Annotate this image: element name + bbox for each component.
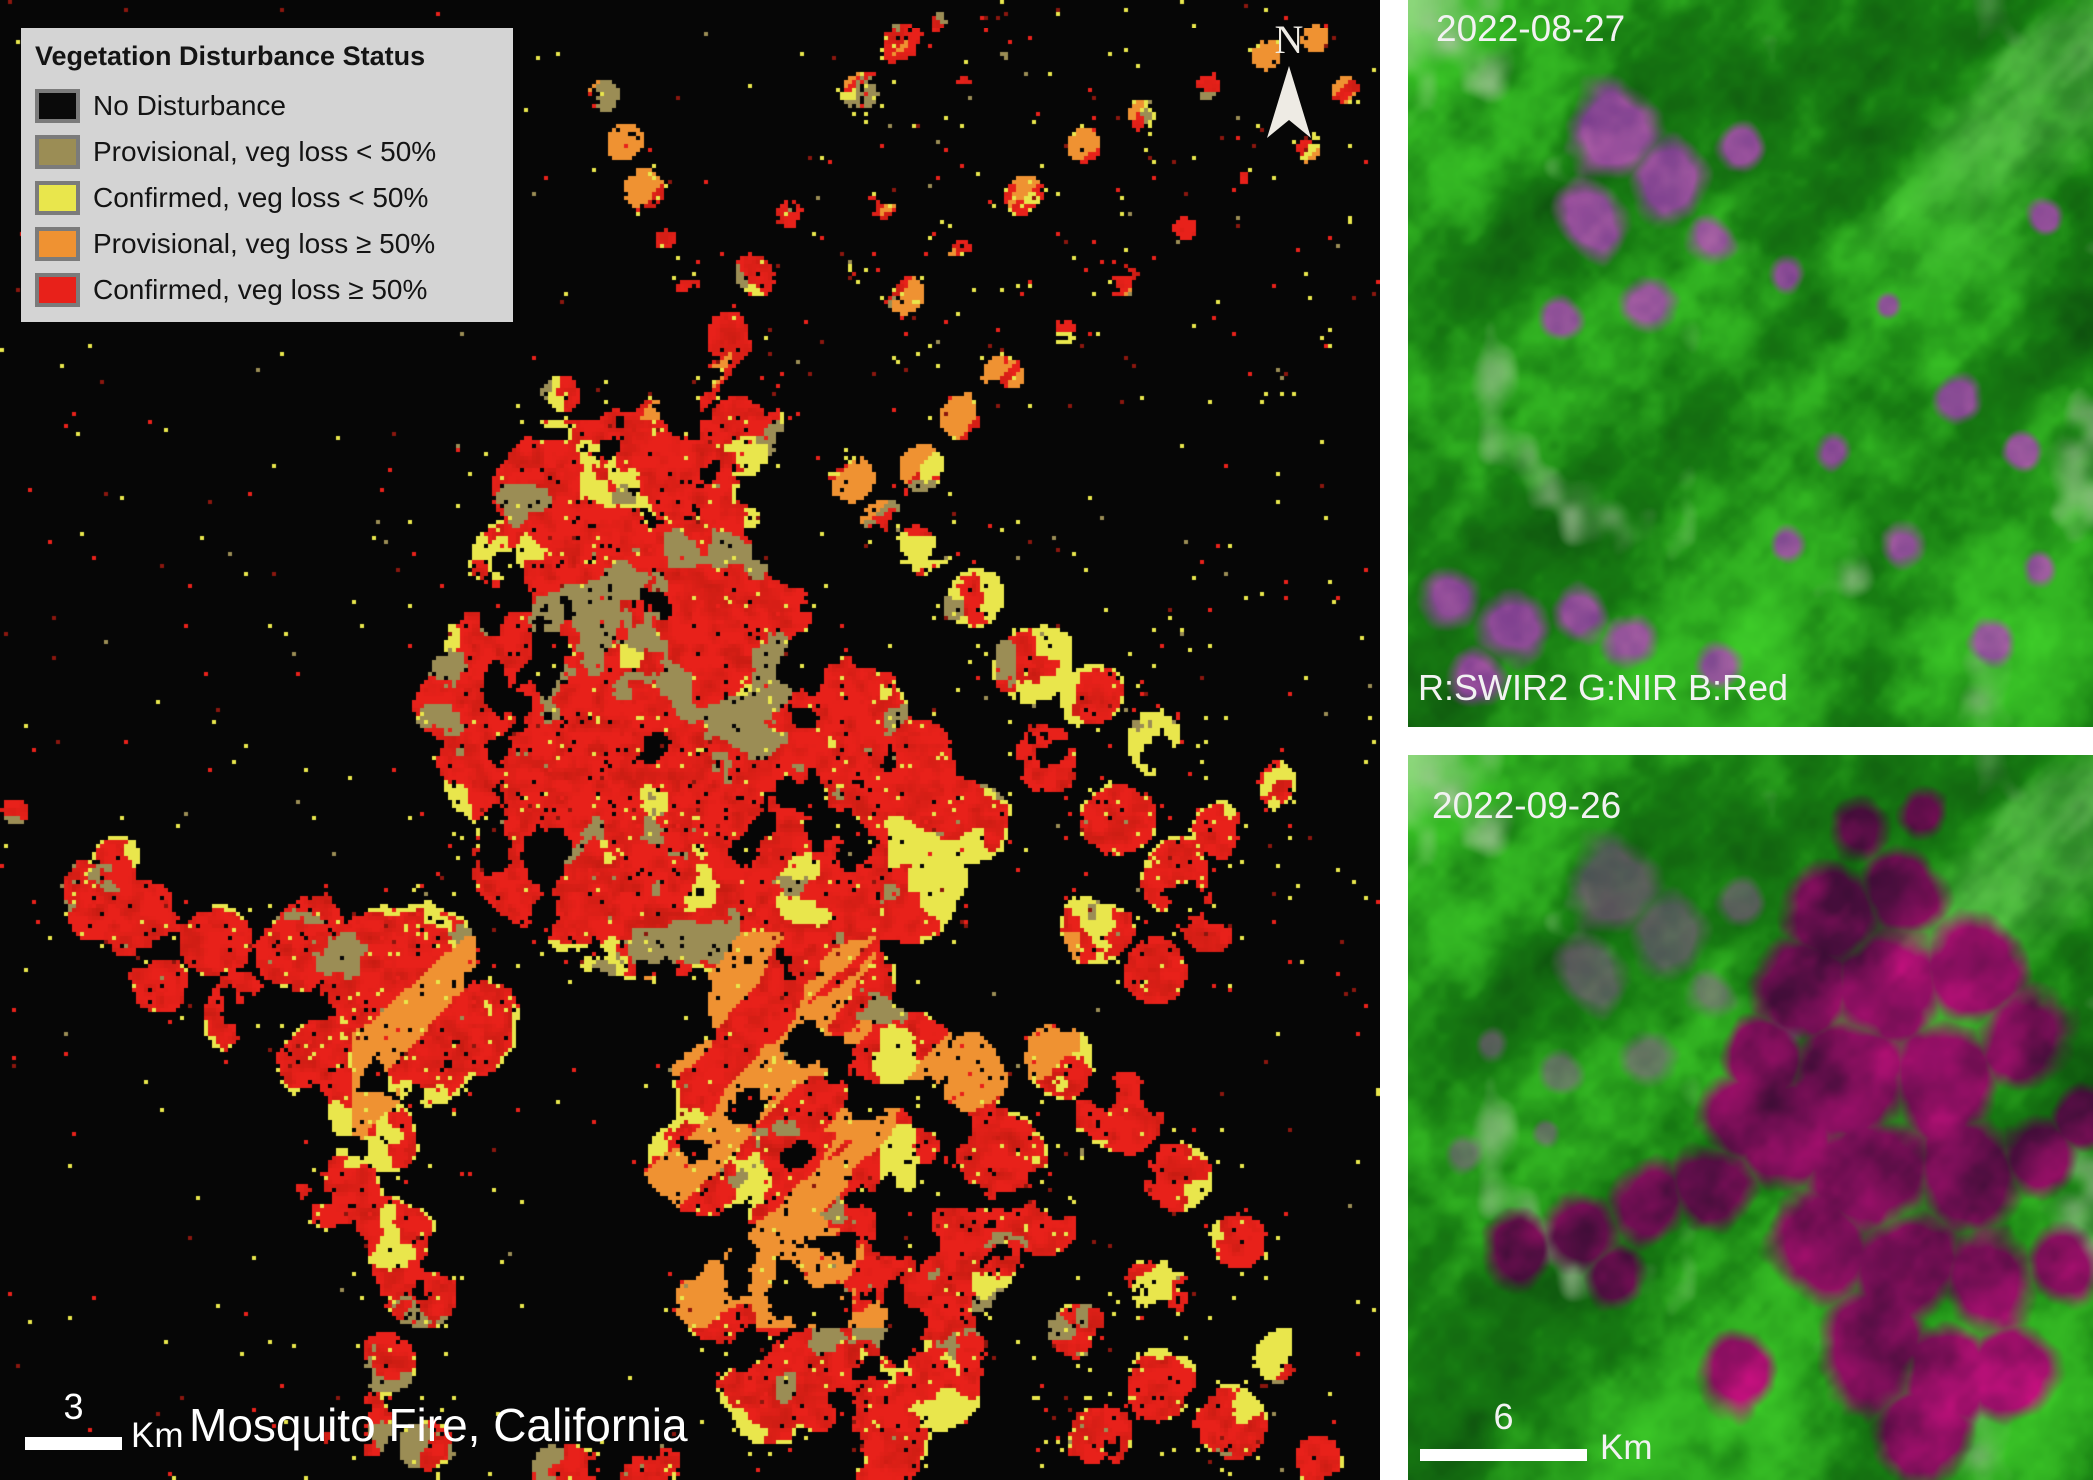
legend-item-no-disturbance: No Disturbance (35, 89, 497, 123)
north-label: N (1274, 17, 1304, 62)
horizontal-divider (1408, 727, 2093, 755)
legend-label: Confirmed, veg loss < 50% (93, 182, 429, 213)
north-indicator: N (1261, 18, 1317, 138)
satellite-date-label: 2022-08-27 (1436, 8, 1626, 49)
legend-swatch-provisional-ge50 (35, 227, 80, 261)
legend-label: Confirmed, veg loss ≥ 50% (93, 274, 428, 305)
legend-label: Provisional, veg loss < 50% (93, 136, 437, 167)
legend-item-confirmed-ge50: Confirmed, veg loss ≥ 50% (35, 273, 497, 307)
disturbance-map-panel: Vegetation Disturbance Status No Disturb… (0, 0, 1380, 1480)
satellite-image-2022-09-26 (1408, 755, 2093, 1480)
legend-label: No Disturbance (93, 90, 286, 121)
legend-item-confirmed-lt50: Confirmed, veg loss < 50% (35, 181, 497, 215)
map-scalebar-unit: Km (131, 1416, 184, 1455)
satellite-panel-prefire: 2022-08-27 R:SWIR2 G:NIR B:Red (1408, 0, 2093, 727)
legend-item-provisional-lt50: Provisional, veg loss < 50% (35, 135, 497, 169)
satellite-image-2022-08-27 (1408, 0, 2093, 727)
band-combination-label: R:SWIR2 G:NIR B:Red (1418, 667, 1789, 708)
legend: Vegetation Disturbance Status No Disturb… (21, 28, 513, 322)
satellite-date-label: 2022-09-26 (1432, 785, 1622, 826)
legend-swatch-confirmed-lt50 (35, 181, 80, 215)
vertical-divider (1380, 0, 1408, 1480)
satellite-panel-postfire: 2022-09-26 6 Km (1408, 755, 2093, 1480)
satellite-scalebar-value: 6 (1493, 1396, 1514, 1437)
north-arrow-icon (1267, 66, 1311, 138)
map-scalebar (25, 1437, 122, 1450)
legend-swatch-no-disturbance (35, 89, 80, 123)
legend-item-provisional-ge50: Provisional, veg loss ≥ 50% (35, 227, 497, 261)
map-scalebar-value: 3 (63, 1386, 84, 1427)
map-title: Mosquito Fire, California (189, 1399, 688, 1451)
legend-label: Provisional, veg loss ≥ 50% (93, 228, 436, 259)
legend-title: Vegetation Disturbance Status (35, 41, 426, 71)
legend-swatch-confirmed-ge50 (35, 273, 80, 307)
satellite-scalebar-unit: Km (1600, 1428, 1653, 1467)
legend-swatch-provisional-lt50 (35, 135, 80, 169)
satellite-scalebar (1420, 1449, 1587, 1461)
